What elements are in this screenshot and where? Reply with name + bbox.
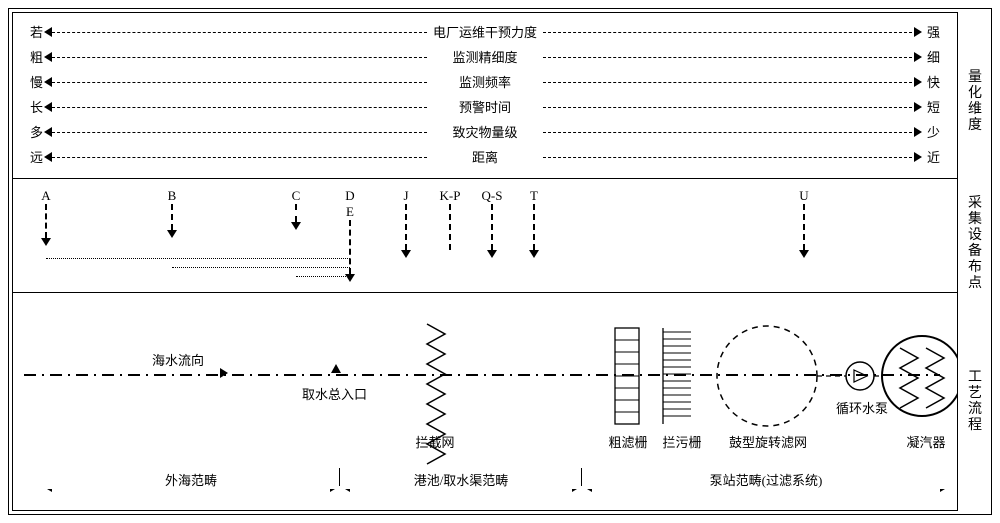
- side-label-dims: 量化维度: [964, 70, 986, 134]
- proc-label: 粗滤栅: [603, 432, 653, 451]
- range-label: 港池/取水渠范畴: [340, 470, 582, 489]
- proc-label: 循环水泵: [830, 398, 894, 417]
- proc-label: 凝汽器: [898, 432, 954, 451]
- range-bar: 外海范畴: [42, 476, 340, 496]
- range-label: 泵站范畴(过滤系统): [582, 470, 950, 489]
- marker-B: B: [160, 188, 184, 238]
- proc-label: 鼓型旋转滤网: [723, 432, 813, 451]
- marker-QS: Q-S: [480, 188, 504, 258]
- side-label-devices: 采集设备布点: [964, 196, 986, 292]
- range-label: 外海范畴: [42, 470, 340, 489]
- range-bar: 港池/取水渠范畴: [340, 476, 582, 496]
- dim-row: 若强电厂运维干预力度: [30, 22, 940, 42]
- dim-row: 长短预警时间: [30, 97, 940, 117]
- side-label-process: 工艺流程: [964, 370, 986, 434]
- marker-KP: K-P: [438, 188, 462, 250]
- proc-label: 拦截网: [405, 432, 465, 451]
- process-svg: [12, 292, 958, 492]
- dim-row: 远近距离: [30, 147, 940, 167]
- dim-row: 多少致灾物量级: [30, 122, 940, 142]
- range-bar: 泵站范畴(过滤系统): [582, 476, 950, 496]
- dim-row: 慢快监测频率: [30, 72, 940, 92]
- devices-section: ABCDEJK-PQ-STU: [12, 178, 958, 292]
- marker-U: U: [792, 188, 816, 258]
- marker-J: J: [394, 188, 418, 258]
- marker-T: T: [522, 188, 546, 258]
- process-section: 海水流向取水总入口拦截网粗滤栅拦污栅鼓型旋转滤网循环水泵凝汽器外海范畴港池/取水…: [12, 292, 958, 511]
- marker-C: C: [284, 188, 308, 230]
- marker-A: A: [34, 188, 58, 246]
- dim-row: 粗细监测精细度: [30, 47, 940, 67]
- proc-label: 拦污栅: [657, 432, 707, 451]
